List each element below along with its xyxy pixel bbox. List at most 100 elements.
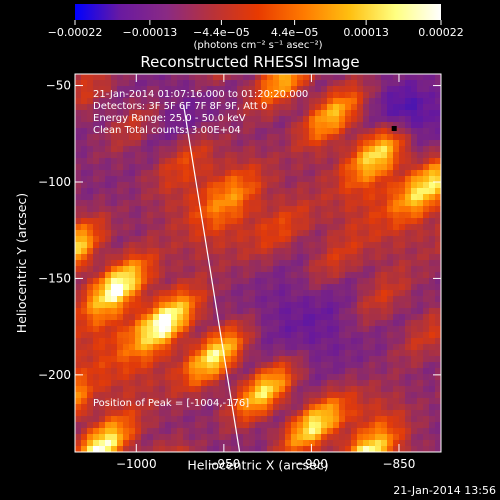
- image-cell: [399, 410, 406, 417]
- image-cell: [87, 248, 94, 255]
- image-cell: [147, 74, 154, 81]
- image-cell: [351, 110, 358, 117]
- image-cell: [351, 200, 358, 207]
- image-cell: [261, 350, 268, 357]
- image-cell: [177, 410, 184, 417]
- image-cell: [117, 386, 124, 393]
- image-cell: [183, 140, 190, 147]
- image-cell: [309, 146, 316, 153]
- image-cell: [423, 308, 430, 315]
- image-cell: [381, 290, 388, 297]
- image-cell: [99, 422, 106, 429]
- image-cell: [303, 236, 310, 243]
- image-cell: [141, 164, 148, 171]
- image-cell: [339, 116, 346, 123]
- image-cell: [429, 116, 436, 123]
- image-cell: [207, 344, 214, 351]
- image-cell: [297, 92, 304, 99]
- image-cell: [423, 278, 430, 285]
- image-cell: [291, 404, 298, 411]
- image-cell: [261, 212, 268, 219]
- image-cell: [219, 284, 226, 291]
- image-cell: [141, 236, 148, 243]
- image-cell: [189, 230, 196, 237]
- image-cell: [213, 446, 220, 452]
- image-cell: [351, 248, 358, 255]
- image-cell: [237, 368, 244, 375]
- image-cell: [351, 296, 358, 303]
- image-cell: [423, 188, 430, 195]
- image-cell: [99, 374, 106, 381]
- image-cell: [243, 194, 250, 201]
- image-cell: [249, 86, 256, 93]
- image-cell: [363, 212, 370, 219]
- image-cell: [321, 92, 328, 99]
- image-cell: [255, 320, 262, 327]
- image-cell: [183, 92, 190, 99]
- image-cell: [129, 212, 136, 219]
- image-cell: [399, 338, 406, 345]
- image-cell: [381, 122, 388, 129]
- image-cell: [129, 332, 136, 339]
- image-cell: [405, 320, 412, 327]
- image-cell: [327, 422, 334, 429]
- image-cell: [135, 350, 142, 357]
- image-cell: [171, 218, 178, 225]
- image-cell: [369, 242, 376, 249]
- image-cell: [201, 332, 208, 339]
- image-cell: [369, 170, 376, 177]
- image-cell: [177, 326, 184, 333]
- image-cell: [345, 86, 352, 93]
- image-cell: [147, 434, 154, 441]
- image-cell: [399, 350, 406, 357]
- image-cell: [291, 302, 298, 309]
- image-cell: [171, 434, 178, 441]
- image-cell: [93, 104, 100, 111]
- image-cell: [171, 164, 178, 171]
- image-cell: [171, 446, 178, 452]
- image-cell: [285, 350, 292, 357]
- image-cell: [363, 266, 370, 273]
- image-cell: [111, 392, 118, 399]
- image-cell: [111, 326, 118, 333]
- image-cell: [321, 404, 328, 411]
- image-cell: [411, 362, 418, 369]
- image-cell: [393, 140, 400, 147]
- image-cell: [321, 236, 328, 243]
- image-cell: [219, 380, 226, 387]
- image-cell: [393, 374, 400, 381]
- image-cell: [357, 278, 364, 285]
- image-cell: [177, 110, 184, 117]
- image-cell: [393, 134, 400, 141]
- image-cell: [243, 110, 250, 117]
- image-cell: [81, 224, 88, 231]
- image-cell: [237, 176, 244, 183]
- image-cell: [177, 242, 184, 249]
- image-cell: [423, 416, 430, 423]
- image-cell: [87, 134, 94, 141]
- image-cell: [429, 266, 436, 273]
- image-cell: [273, 422, 280, 429]
- image-cell: [75, 326, 82, 333]
- image-cell: [123, 98, 130, 105]
- image-cell: [363, 92, 370, 99]
- image-cell: [405, 236, 412, 243]
- image-cell: [225, 404, 232, 411]
- image-cell: [153, 86, 160, 93]
- image-cell: [327, 278, 334, 285]
- image-cell: [369, 446, 376, 452]
- image-cell: [375, 338, 382, 345]
- image-cell: [339, 92, 346, 99]
- image-cell: [411, 182, 418, 189]
- image-cell: [123, 446, 130, 452]
- image-cell: [159, 356, 166, 363]
- image-cell: [183, 212, 190, 219]
- image-cell: [291, 440, 298, 447]
- image-cell: [129, 308, 136, 315]
- image-cell: [201, 368, 208, 375]
- image-cell: [357, 338, 364, 345]
- image-cell: [279, 206, 286, 213]
- image-cell: [129, 236, 136, 243]
- image-cell: [399, 356, 406, 363]
- image-cell: [411, 290, 418, 297]
